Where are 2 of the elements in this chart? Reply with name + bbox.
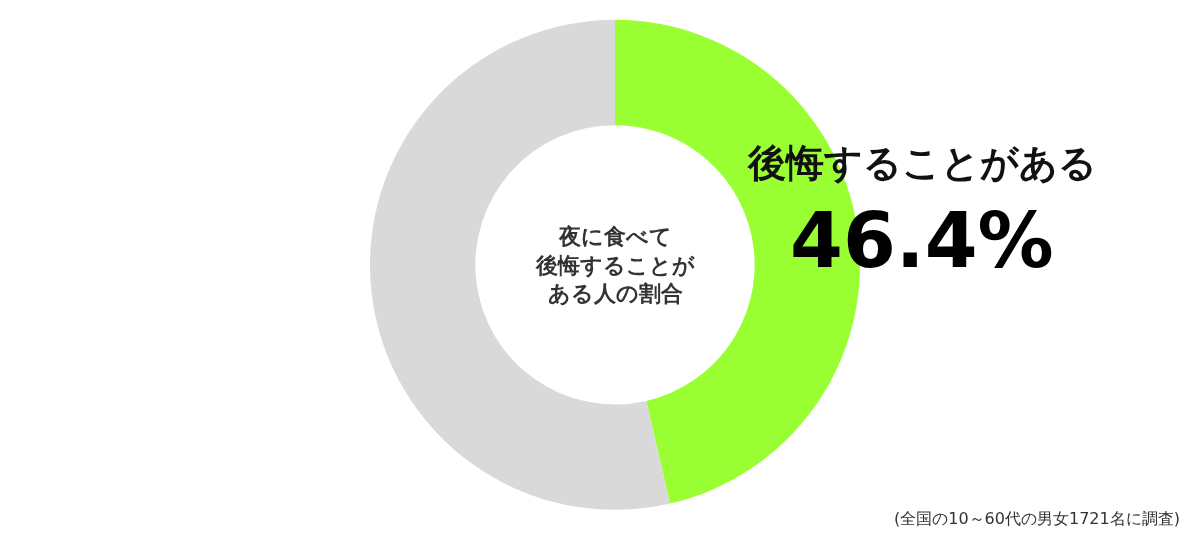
text: (全国の10～60代の男女1721名に調査) (894, 509, 1180, 528)
text: 夜に食べて後悔することがある人の割合 (535, 224, 695, 307)
